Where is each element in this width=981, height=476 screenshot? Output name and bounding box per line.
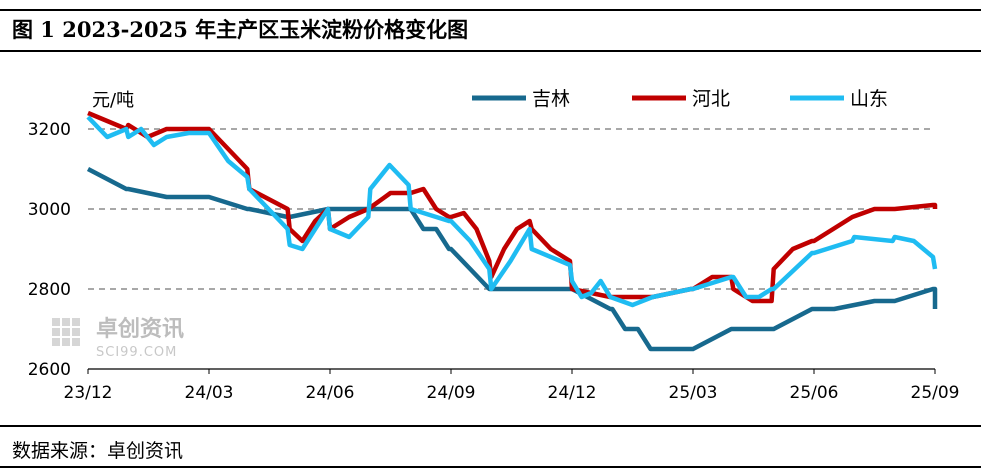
- watermark-square-5: [52, 338, 60, 346]
- x-tick-label-24-06: 24/06: [306, 383, 355, 403]
- legend-label-0: 吉林: [532, 88, 570, 110]
- y-tick-label-3000: 3000: [28, 200, 71, 220]
- legend-label-2: 山东: [850, 88, 888, 110]
- x-tick-label-24-09: 24/09: [427, 383, 476, 403]
- watermark-logo: 卓创资讯 SCI99.COM: [52, 317, 184, 360]
- x-tick-label-23-12: 23/12: [64, 383, 113, 403]
- watermark-square-7: [72, 338, 80, 346]
- gridlines: [88, 128, 935, 290]
- watermark-square-8: [72, 328, 80, 336]
- watermark-square-2: [72, 318, 80, 326]
- watermark-square-6: [62, 338, 70, 346]
- series-line-2: [86, 115, 938, 308]
- watermark-grid-icon: [52, 318, 80, 346]
- watermark-brand: 卓创资讯: [96, 317, 184, 342]
- legend: 吉林 河北 山东: [472, 88, 888, 110]
- watermark-square-0: [52, 318, 60, 326]
- x-tick-label-24-12: 24/12: [548, 383, 597, 403]
- x-tick-label-25-09: 25/09: [911, 383, 960, 403]
- series-lines: [86, 110, 938, 352]
- y-axis-label: 元/吨: [92, 90, 134, 111]
- title-divider-top: [0, 9, 981, 11]
- chart-title: 图 1 2023-2025 年主产区玉米淀粉价格变化图: [12, 17, 469, 42]
- legend-label-1: 河北: [692, 88, 730, 110]
- y-tick-label-3200: 3200: [28, 120, 71, 140]
- footer-divider-bottom: [0, 466, 981, 468]
- title-divider-bottom: [0, 50, 981, 52]
- x-tick-label-25-06: 25/06: [790, 383, 839, 403]
- line-chart: 卓创资讯 SCI99.COM 2600 2800 3000 3200 23/12 24/0…: [28, 88, 960, 403]
- y-tick-label-2600: 2600: [28, 360, 71, 380]
- title-bar: 图 1 2023-2025 年主产区玉米淀粉价格变化图: [0, 0, 981, 52]
- watermark-square-4: [62, 328, 70, 336]
- y-axis-ticks: 2600 2800 3000 3200: [28, 120, 71, 380]
- data-source: 数据来源：卓创资讯: [12, 440, 184, 462]
- watermark-square-1: [62, 318, 70, 326]
- x-axis: 23/12 24/03 24/06 24/09 24/12 25/03 25/06 25/09: [64, 368, 960, 403]
- watermark-site: SCI99.COM: [96, 345, 177, 360]
- x-tick-label-24-03: 24/03: [185, 383, 234, 403]
- x-tick-label-25-03: 25/03: [669, 383, 718, 403]
- footer-divider-top: [0, 425, 981, 427]
- y-tick-label-2800: 2800: [28, 280, 71, 300]
- watermark-square-3: [52, 328, 60, 336]
